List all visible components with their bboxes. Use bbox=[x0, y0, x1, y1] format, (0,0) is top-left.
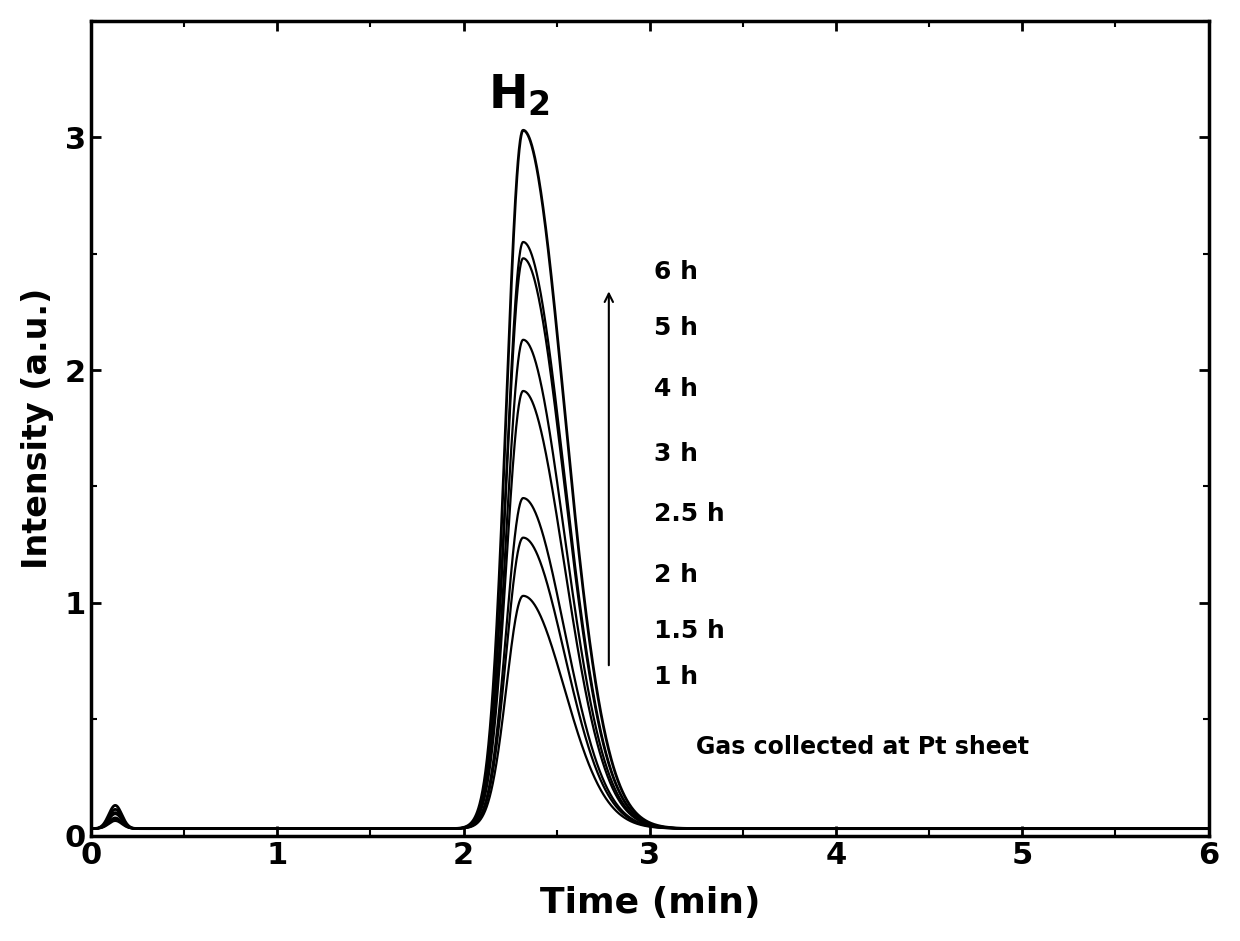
Text: $\mathbf{H_2}$: $\mathbf{H_2}$ bbox=[489, 73, 551, 119]
Text: 5 h: 5 h bbox=[653, 316, 698, 340]
X-axis label: Time (min): Time (min) bbox=[539, 886, 760, 920]
Y-axis label: Intensity (a.u.): Intensity (a.u.) bbox=[21, 288, 53, 569]
Text: Gas collected at Pt sheet: Gas collected at Pt sheet bbox=[697, 735, 1029, 759]
Text: 3 h: 3 h bbox=[653, 442, 698, 466]
Text: 1.5 h: 1.5 h bbox=[653, 619, 724, 643]
Text: 2 h: 2 h bbox=[653, 563, 698, 587]
Text: 6 h: 6 h bbox=[653, 261, 698, 284]
Text: 1 h: 1 h bbox=[653, 665, 698, 690]
Text: 2.5 h: 2.5 h bbox=[653, 502, 724, 526]
Text: 4 h: 4 h bbox=[653, 376, 698, 401]
